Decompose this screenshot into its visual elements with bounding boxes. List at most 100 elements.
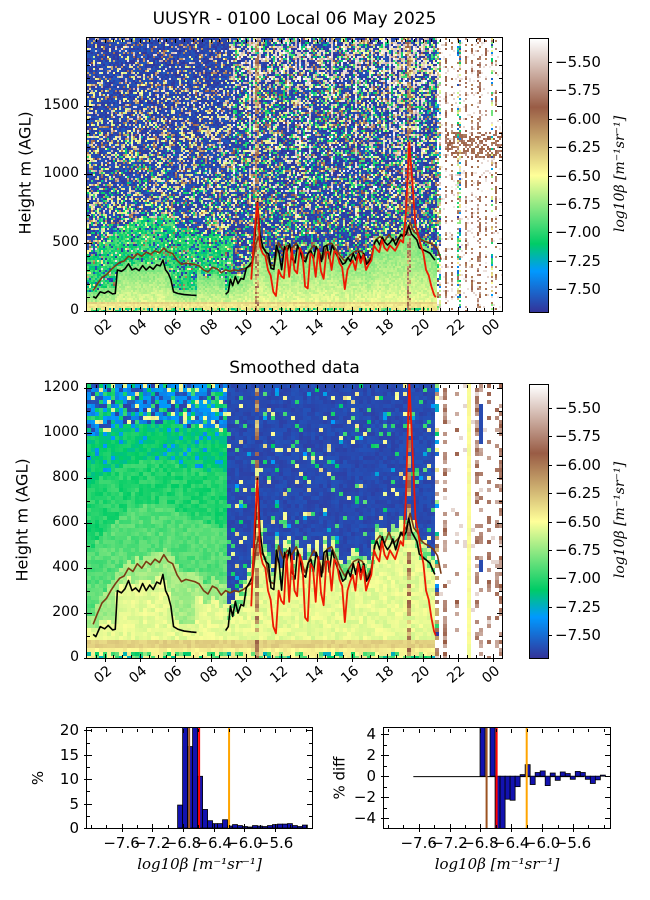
tick-mark [136, 825, 138, 828]
tick-mark [413, 308, 415, 311]
tick-mark [95, 308, 97, 311]
tick-mark [87, 187, 90, 189]
tick-mark [84, 779, 87, 781]
tick-mark [87, 478, 92, 480]
tick-mark [387, 654, 389, 662]
tick-mark [157, 655, 159, 658]
tick-mark [351, 654, 353, 662]
tick-mark [237, 39, 239, 42]
tick-mark [334, 39, 336, 42]
tick-mark [413, 39, 415, 42]
tick-mark [499, 201, 502, 203]
tick-mark [87, 51, 90, 52]
tick-mark [495, 825, 497, 828]
tick-mark [210, 654, 212, 662]
tick-mark [166, 308, 168, 311]
x-tick-label: 18 [373, 316, 398, 340]
tick-mark [542, 824, 544, 832]
tick-mark [418, 824, 420, 832]
tick-mark [87, 658, 92, 659]
tick-mark [607, 786, 610, 788]
tick-mark [526, 825, 528, 828]
tick-mark [131, 308, 133, 311]
tick-mark [334, 655, 336, 658]
raw-backscatter-heatmap [87, 38, 502, 311]
y-tick-label: 5 [69, 794, 79, 813]
middle-y-axis-label: Height m (AGL) [12, 458, 32, 582]
x-tick-label: 00 [479, 316, 504, 340]
tick-mark [548, 606, 552, 608]
tick-mark [228, 385, 230, 388]
tick-mark [87, 742, 90, 744]
tick-mark [384, 776, 389, 778]
y-tick-label: 1500 [43, 96, 79, 113]
tick-mark [84, 174, 87, 176]
tick-mark [387, 729, 389, 732]
tick-mark [548, 635, 552, 637]
tick-mark [182, 824, 184, 832]
x-tick-label: 20 [408, 663, 433, 687]
tick-mark [167, 729, 169, 732]
tick-mark [229, 825, 231, 828]
tick-mark [325, 385, 327, 388]
x-tick-label: −7.6 [400, 834, 437, 852]
tick-mark [281, 39, 283, 43]
y-tick-label: 400 [52, 559, 79, 576]
tick-mark [259, 729, 261, 732]
tick-mark [95, 39, 97, 42]
x-tick-label: 00 [479, 663, 504, 687]
tick-mark [84, 803, 87, 805]
tick-mark [228, 655, 230, 658]
tick-mark [607, 744, 610, 746]
y-tick-label: −2 [353, 788, 376, 807]
tick-mark [440, 385, 442, 388]
tick-mark [557, 729, 559, 732]
tick-mark [316, 307, 318, 315]
tick-mark [351, 385, 353, 389]
tick-mark [404, 655, 406, 658]
tick-mark [404, 308, 406, 311]
tick-mark [166, 655, 168, 658]
tick-mark [381, 797, 384, 799]
x-tick-label: −5.6 [554, 834, 592, 852]
tick-mark [499, 297, 502, 299]
colorbar-tick-label: −7.50 [555, 280, 601, 299]
tick-mark [603, 729, 605, 732]
tick-mark [307, 803, 312, 805]
tick-mark [272, 308, 274, 311]
tick-mark [449, 308, 451, 311]
tick-mark [122, 655, 124, 658]
tick-mark [499, 92, 502, 94]
tick-mark [184, 39, 186, 42]
tick-mark [343, 39, 345, 42]
x-tick-label: 08 [196, 316, 221, 340]
tick-mark [493, 307, 495, 315]
hist-left-y-axis-label: % [29, 770, 47, 786]
tick-mark [290, 825, 292, 828]
tick-mark [305, 729, 307, 732]
y-tick-label: 500 [52, 233, 79, 250]
tick-mark [259, 825, 261, 828]
tick-mark [369, 385, 371, 388]
x-tick-label: 04 [126, 316, 151, 340]
x-tick-label: −7.2 [431, 834, 468, 852]
tick-mark [166, 39, 168, 42]
tick-mark [384, 807, 387, 809]
tick-mark [475, 385, 477, 388]
tick-mark [605, 797, 610, 799]
tick-mark [449, 655, 451, 658]
tick-mark [493, 385, 495, 389]
tick-mark [87, 568, 92, 570]
tick-mark [548, 61, 552, 63]
tick-mark [605, 818, 610, 820]
tick-mark [434, 729, 436, 732]
smoothed-backscatter-heatmap [87, 384, 502, 658]
tick-mark [87, 433, 92, 435]
tick-mark [493, 39, 495, 43]
tick-mark [281, 654, 283, 662]
x-tick-label: 16 [338, 316, 363, 340]
tick-mark [360, 308, 362, 311]
tick-mark [275, 729, 277, 733]
tick-mark [87, 779, 92, 781]
tick-mark [413, 655, 415, 658]
